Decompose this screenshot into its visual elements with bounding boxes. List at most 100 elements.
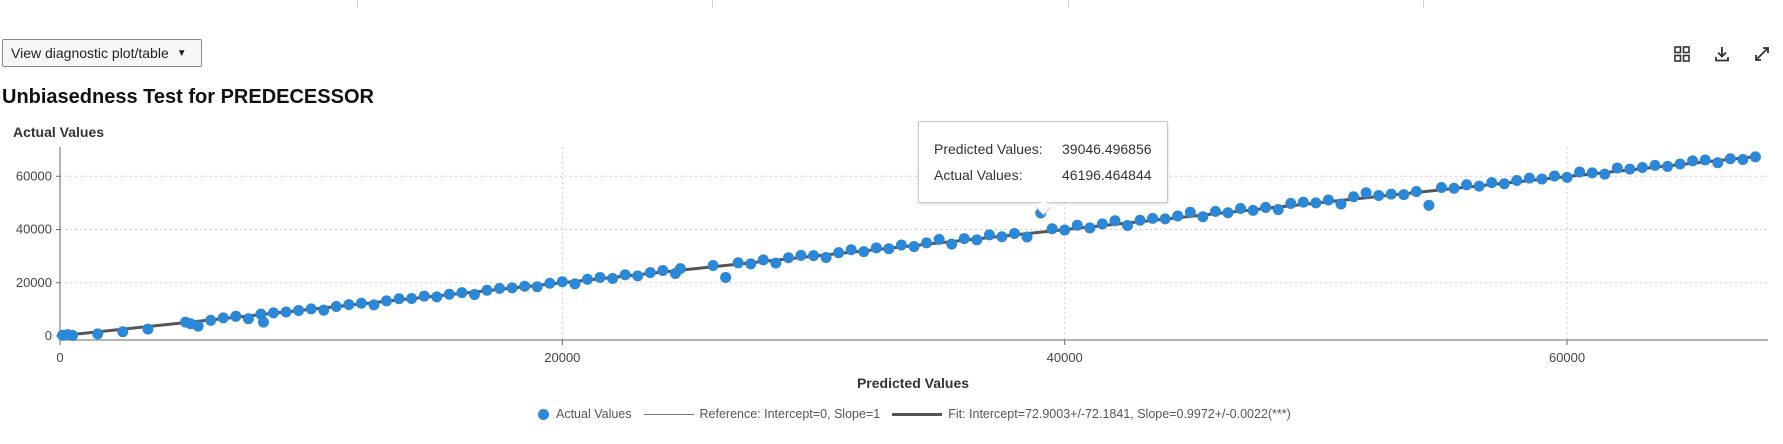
data-point bbox=[1059, 224, 1071, 236]
data-point bbox=[1335, 198, 1347, 210]
y-tick-label: 60000 bbox=[16, 168, 52, 183]
data-point bbox=[1046, 223, 1058, 235]
data-point bbox=[569, 278, 581, 290]
tooltip-actual-label: Actual Values: bbox=[934, 167, 1023, 183]
data-point bbox=[1624, 163, 1636, 175]
data-point bbox=[393, 293, 405, 305]
data-point bbox=[921, 237, 933, 249]
x-tick-label: 20000 bbox=[544, 350, 580, 365]
legend-item-fit[interactable]: Fit: Intercept=72.9003+/-72.1841, Slope=… bbox=[892, 407, 1291, 421]
diagnostic-button-label: View diagnostic plot/table bbox=[11, 45, 169, 61]
data-point bbox=[996, 231, 1008, 243]
data-point bbox=[870, 242, 882, 254]
legend-label-fit: Fit: Intercept=72.9003+/-72.1841, Slope=… bbox=[948, 407, 1291, 421]
legend-item-reference[interactable]: Reference: Intercept=0, Slope=1 bbox=[643, 407, 880, 421]
data-point bbox=[343, 299, 355, 311]
data-point bbox=[1159, 213, 1171, 225]
data-point bbox=[858, 246, 870, 258]
data-point bbox=[257, 316, 269, 328]
data-point bbox=[1423, 199, 1435, 211]
data-point bbox=[1322, 194, 1334, 206]
tooltip-actual-row: Actual Values: 46196.464844 bbox=[934, 162, 1167, 188]
data-point bbox=[1247, 204, 1259, 216]
data-point bbox=[1147, 212, 1159, 224]
data-point bbox=[833, 247, 845, 259]
data-point bbox=[1687, 155, 1699, 167]
data-point-tooltip: Predicted Values: 39046.496856 Actual Va… bbox=[918, 121, 1168, 203]
data-point bbox=[280, 306, 292, 318]
data-point bbox=[1172, 210, 1184, 222]
data-point bbox=[607, 273, 619, 285]
legend-item-actual-values[interactable]: Actual Values bbox=[538, 407, 632, 421]
x-tick-label: 60000 bbox=[1549, 350, 1585, 365]
grid-view-icon[interactable] bbox=[1672, 44, 1692, 64]
legend-marker-thin-line bbox=[643, 413, 694, 415]
y-tick-label: 20000 bbox=[16, 275, 52, 290]
data-point bbox=[1749, 151, 1761, 163]
data-point bbox=[431, 291, 443, 303]
data-point bbox=[1373, 189, 1385, 201]
data-point bbox=[1473, 180, 1485, 192]
data-point bbox=[674, 263, 686, 275]
data-point bbox=[1662, 160, 1674, 172]
data-point bbox=[1586, 167, 1598, 179]
data-point bbox=[1109, 215, 1121, 227]
data-point bbox=[971, 234, 983, 246]
data-point bbox=[594, 271, 606, 283]
data-point bbox=[443, 288, 455, 300]
data-point bbox=[531, 281, 543, 293]
data-point bbox=[1021, 231, 1033, 243]
data-point bbox=[1699, 154, 1711, 166]
data-point bbox=[1498, 178, 1510, 190]
data-point bbox=[1486, 177, 1498, 189]
expand-icon[interactable] bbox=[1752, 44, 1772, 64]
data-point bbox=[544, 277, 556, 289]
data-point bbox=[1222, 207, 1234, 219]
data-point bbox=[1549, 170, 1560, 182]
data-point bbox=[355, 297, 367, 309]
data-point bbox=[883, 243, 895, 255]
data-point bbox=[242, 313, 254, 325]
data-point bbox=[757, 254, 769, 266]
data-point bbox=[644, 267, 656, 279]
data-point bbox=[494, 282, 506, 294]
data-point bbox=[770, 257, 782, 269]
data-point bbox=[745, 258, 757, 270]
data-point bbox=[381, 295, 393, 307]
y-tick-label: 0 bbox=[45, 328, 52, 343]
data-point bbox=[330, 300, 342, 312]
tooltip-predicted-row: Predicted Values: 39046.496856 bbox=[934, 136, 1167, 162]
data-point bbox=[205, 314, 217, 326]
data-point bbox=[946, 238, 958, 250]
data-point bbox=[92, 328, 104, 340]
data-point bbox=[1235, 202, 1247, 214]
legend-marker-dot bbox=[538, 408, 549, 420]
data-point bbox=[67, 329, 79, 341]
chart-title: Unbiasedness Test for PREDECESSOR bbox=[2, 86, 374, 108]
data-point bbox=[519, 280, 531, 292]
data-point bbox=[293, 304, 305, 316]
x-tick-label: 40000 bbox=[1047, 350, 1083, 365]
data-point bbox=[1285, 197, 1297, 209]
grid-lines bbox=[60, 147, 1768, 340]
view-diagnostic-dropdown-button[interactable]: View diagnostic plot/table ▼ bbox=[2, 39, 202, 67]
data-point bbox=[230, 310, 242, 322]
data-point bbox=[1209, 205, 1221, 217]
data-point bbox=[657, 265, 669, 277]
data-point bbox=[1360, 187, 1372, 199]
data-point bbox=[318, 304, 330, 316]
data-point bbox=[895, 239, 907, 251]
data-point bbox=[1712, 157, 1724, 169]
data-point bbox=[1636, 161, 1648, 173]
data-point bbox=[720, 271, 732, 283]
data-point bbox=[556, 276, 568, 288]
tooltip-actual-value: 46196.464844 bbox=[1062, 167, 1152, 183]
data-point bbox=[1737, 154, 1749, 166]
data-point bbox=[820, 251, 832, 263]
data-point bbox=[1071, 219, 1083, 231]
data-point bbox=[1197, 211, 1209, 223]
data-point bbox=[1611, 162, 1623, 174]
download-icon[interactable] bbox=[1712, 44, 1732, 64]
data-point bbox=[506, 282, 518, 294]
data-point bbox=[1260, 201, 1272, 213]
